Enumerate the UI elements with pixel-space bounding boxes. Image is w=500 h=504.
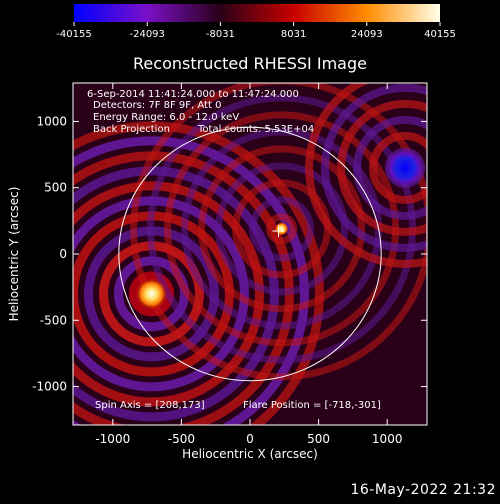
fringe-ring <box>369 131 427 204</box>
flare-source-main <box>135 277 168 310</box>
flare-source-secondary <box>274 221 289 236</box>
annotation-spin-axis: Spin Axis = [208,173] <box>95 400 205 411</box>
y-tick-label: -1000 <box>32 380 67 394</box>
fringe-ring <box>249 196 315 262</box>
fringe-ring <box>266 213 298 245</box>
fringe-ring <box>73 181 264 407</box>
solar-limb-circle <box>118 126 382 382</box>
fringe-ring <box>305 83 427 268</box>
colorbar-ticks: -40155 -24093 -8031 8031 24093 40155 <box>56 22 456 40</box>
y-tick-label: 1000 <box>36 114 67 128</box>
fringe-ring <box>198 145 366 313</box>
x-tick-label: 1000 <box>372 432 403 446</box>
x-tick-label: -500 <box>168 432 195 446</box>
annotation-method: Back Projection <box>93 124 170 135</box>
y-axis-label: Heliocentric Y (arcsec) <box>7 187 21 322</box>
x-axis-label: Heliocentric X (arcsec) <box>182 447 318 461</box>
annotation-detectors: Detectors: 7F 8F 9F, Att 0 <box>93 100 221 111</box>
axis-ticks: -1000 -500 0 500 1000 -1000 -500 0 500 1000 <box>32 83 427 446</box>
fringe-ring <box>337 99 427 236</box>
colorbar-tick-label: 8031 <box>281 29 306 40</box>
y-tick-label: 0 <box>59 247 67 261</box>
colorbar-tick-label: 24093 <box>351 29 383 40</box>
annotation-time-range: 6-Sep-2014 11:41:24.000 to 11:47:24.000 <box>87 89 299 100</box>
colorbar-tick-label: -24093 <box>129 29 164 40</box>
colorbar-tick-label: -40155 <box>56 29 91 40</box>
y-tick-label: -500 <box>40 313 67 327</box>
image-overlays <box>118 126 424 382</box>
fringe-ring <box>321 83 427 252</box>
spin-axis-cross <box>272 225 285 238</box>
colorbar-tick-label: 40155 <box>424 29 456 40</box>
x-tick-label: 0 <box>246 432 254 446</box>
colorbar-tick-label: -8031 <box>206 29 235 40</box>
info-annotations: 6-Sep-2014 11:41:24.000 to 11:47:24.000 … <box>87 89 381 411</box>
colorbar <box>74 4 440 22</box>
fringe-ring <box>73 121 324 425</box>
x-tick-label: -1000 <box>95 432 130 446</box>
annotation-total-counts: Total counts: 5.53E+04 <box>197 124 314 135</box>
annotation-flare-position: Flare Position = [-718,-301] <box>243 400 381 411</box>
chart-title: Reconstructed RHESSI Image <box>133 54 367 73</box>
negative-source <box>387 149 424 186</box>
reconstructed-image <box>73 83 427 425</box>
x-tick-label: 500 <box>307 432 330 446</box>
fringe-ring <box>353 115 427 220</box>
y-tick-label: 500 <box>44 181 67 195</box>
footer-timestamp: 16-May-2022 21:32 <box>350 482 496 498</box>
fringe-ring <box>215 162 349 296</box>
fringe-ring <box>73 136 309 425</box>
annotation-energy-range: Energy Range: 6.0 - 12.0 keV <box>93 112 239 123</box>
